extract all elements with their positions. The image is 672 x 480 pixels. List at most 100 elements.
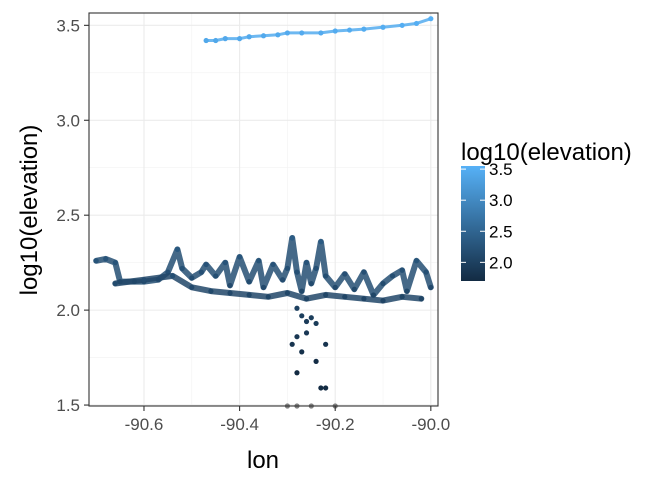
data-point: [303, 318, 310, 325]
y-tick-label: 2.0: [56, 301, 80, 320]
data-point: [332, 284, 338, 290]
data-point: [361, 26, 367, 32]
y-axis-label: log10(elevation): [16, 125, 43, 296]
x-tick-label: -90.6: [125, 415, 164, 434]
data-point: [346, 27, 353, 33]
data-point: [299, 288, 305, 294]
data-point: [246, 292, 252, 298]
data-point: [270, 261, 276, 268]
data-point: [141, 277, 147, 283]
data-point: [299, 30, 305, 36]
data-point: [399, 22, 405, 28]
data-point: [260, 284, 267, 290]
data-point: [380, 24, 386, 30]
data-point: [342, 294, 348, 300]
data-point: [318, 385, 324, 391]
data-point: [236, 36, 243, 42]
data-point: [413, 258, 420, 264]
series-band: [112, 272, 425, 304]
data-point: [208, 288, 214, 294]
data-point: [418, 296, 424, 302]
data-point: [280, 277, 286, 283]
data-point: [323, 385, 329, 391]
data-point: [284, 30, 291, 36]
data-point: [308, 280, 314, 287]
x-axis-ticks: -90.6 -90.4 -90.2 -90.0: [125, 406, 450, 434]
data-point: [313, 320, 319, 327]
data-point: [303, 330, 310, 336]
data-point: [351, 286, 357, 292]
data-point: [93, 258, 99, 264]
y-tick-label: 1.5: [56, 396, 80, 415]
plot-panel: [89, 13, 438, 406]
data-point: [313, 265, 319, 271]
data-point: [294, 305, 300, 311]
data-point: [222, 36, 228, 42]
data-point: [284, 265, 291, 271]
data-point: [179, 265, 185, 271]
data-point: [294, 370, 300, 376]
data-point: [275, 32, 281, 38]
data-point: [413, 20, 420, 27]
plot-panel-border: [88, 12, 439, 407]
data-point: [174, 246, 181, 252]
data-point: [303, 260, 310, 266]
data-point: [423, 269, 429, 275]
data-point: [294, 269, 300, 275]
data-point: [198, 269, 204, 275]
data-points: [93, 16, 434, 409]
data-point: [294, 334, 300, 340]
data-point: [170, 273, 176, 279]
data-point: [389, 273, 396, 279]
data-point: [323, 273, 329, 279]
data-point: [323, 341, 329, 347]
data-point: [380, 298, 386, 304]
y-tick-label: 3.5: [56, 16, 80, 35]
data-point: [361, 296, 367, 302]
data-point: [428, 284, 434, 290]
data-point: [370, 292, 377, 298]
data-point: [299, 349, 305, 355]
data-point: [303, 296, 310, 302]
data-point: [246, 34, 252, 40]
legend-title: log10(elevation): [461, 139, 632, 166]
data-point: [265, 294, 271, 300]
data-point: [404, 288, 410, 294]
grid-lines: [89, 13, 438, 406]
legend-label: 2.5: [489, 222, 513, 241]
data-point: [227, 290, 233, 296]
data-point: [222, 260, 228, 266]
data-point: [227, 282, 233, 289]
data-point: [342, 271, 348, 277]
data-point: [399, 267, 405, 273]
data-point: [308, 315, 314, 321]
data-point: [289, 341, 295, 347]
data-point: [203, 37, 209, 44]
x-axis-label: lon: [247, 447, 279, 474]
data-point: [289, 235, 295, 241]
data-point: [236, 254, 243, 260]
data-point: [318, 30, 324, 36]
data-point: [318, 239, 324, 245]
data-point: [189, 284, 195, 290]
legend-colorbar: [461, 166, 485, 281]
data-point: [380, 280, 386, 287]
data-point: [189, 275, 195, 281]
data-point: [213, 273, 219, 279]
y-axis-ticks: 1.5 2.0 2.5 3.0 3.5: [56, 16, 89, 415]
data-point: [284, 290, 291, 296]
data-point: [323, 292, 329, 298]
data-point: [112, 260, 118, 266]
data-point: [103, 256, 109, 262]
data-point: [361, 269, 367, 275]
legend-label: 2.0: [489, 253, 513, 272]
data-point: [112, 280, 118, 287]
legend-label: 3.5: [489, 160, 513, 179]
data-point: [399, 294, 405, 300]
data-point: [313, 358, 319, 364]
y-tick-label: 3.0: [56, 111, 80, 130]
x-tick-label: -90.2: [316, 415, 355, 434]
data-point: [260, 33, 267, 39]
data-point: [428, 16, 434, 22]
